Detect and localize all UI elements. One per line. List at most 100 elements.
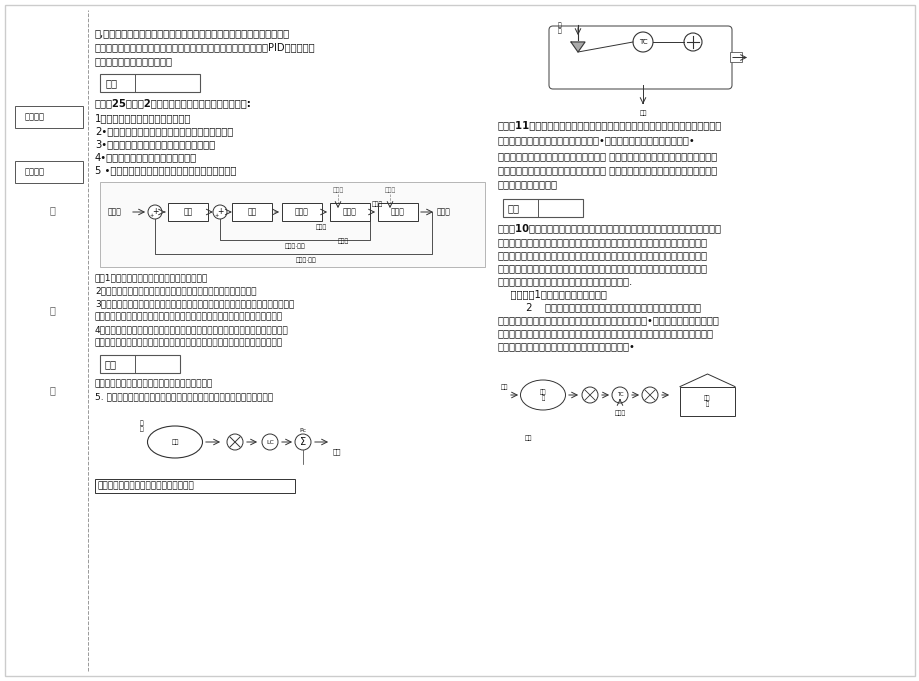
Text: 液流: 液流 (639, 110, 646, 116)
Text: +: + (152, 208, 158, 217)
Text: 送料: 送料 (501, 384, 508, 390)
Text: 混合
槽: 混合 槽 (703, 395, 710, 407)
Text: 副测量·变送: 副测量·变送 (284, 243, 305, 249)
Circle shape (683, 33, 701, 51)
Text: 停留
槽: 停留 槽 (539, 389, 546, 401)
Text: 设定值: 设定值 (108, 208, 121, 217)
Text: 特性，缩短了控制通道，因此控制质量有所提高。: 特性，缩短了控制通道，因此控制质量有所提高。 (95, 379, 213, 388)
Text: 主变量: 主变量 (437, 208, 450, 217)
Text: 得分: 得分 (106, 78, 118, 88)
Circle shape (611, 387, 628, 403)
Text: 送料: 送料 (524, 435, 531, 441)
Text: 改进的方案如右图所示: 改进的方案如右图所示 (497, 179, 558, 189)
Ellipse shape (520, 380, 565, 410)
Bar (232, 203, 272, 221)
Text: 班级学号: 班级学号 (25, 112, 45, 121)
Text: 4、若进入加热炉的进料流量发生变化而影响到炉出口温度变化时，则由主调节器: 4、若进入加热炉的进料流量发生变化而影响到炉出口温度变化时，则由主调节器 (95, 325, 289, 334)
Text: 主控: 主控 (183, 208, 192, 217)
Text: 为副变量，以水位为主变量，蒸汽压力为 前馈信号，组成前馈串级复合控制系统。: 为副变量，以水位为主变量，蒸汽压力为 前馈信号，组成前馈串级复合控制系统。 (497, 165, 716, 175)
Text: 答：1、这是个串级控制系统；系统方块图如下: 答：1、这是个串级控制系统；系统方块图如下 (95, 273, 208, 282)
Circle shape (148, 205, 162, 219)
Text: 副变量: 副变量 (371, 202, 383, 207)
Text: 1这是一个什么系统画出其方框图。: 1这是一个什么系统画出其方框图。 (95, 113, 191, 123)
Text: 3、可能经受的扰动有被加热物料的流量、温度、成分的变化，燃料油的管道压力、: 3、可能经受的扰动有被加热物料的流量、温度、成分的变化，燃料油的管道压力、 (95, 299, 294, 308)
Text: 主干扰: 主干扰 (384, 187, 395, 193)
Text: 统,选择被控量和操纵量，画出其结构原理图，并选择调节器的控制规律。: 统,选择被控量和操纵量，画出其结构原理图，并选择调节器的控制规律。 (95, 28, 289, 38)
Text: 执行器: 执行器 (295, 208, 309, 217)
Text: 的比例，同时在混合过程中不允许药物流量突然发生变化，以免混合过程产生局: 的比例，同时在混合过程中不允许药物流量突然发生变化，以免混合过程产生局 (497, 263, 708, 273)
Text: 主测量·变送: 主测量·变送 (296, 257, 316, 263)
Ellipse shape (147, 426, 202, 458)
Text: 班级学号: 班级学号 (25, 168, 45, 176)
Text: TC: TC (616, 392, 623, 398)
Text: 2、调节阀为气开式，副调节器应为反作用，主调节器也应为反作用: 2、调节阀为气开式，副调节器应为反作用，主调节器也应为反作用 (95, 286, 256, 295)
Text: 该方案是否能够满足控制要求说明理由•如果不能，请设计出改进的方案•: 该方案是否能够满足控制要求说明理由•如果不能，请设计出改进的方案• (497, 135, 695, 145)
Bar (100, 182, 484, 267)
Text: 封: 封 (49, 305, 55, 315)
Text: LC: LC (266, 439, 274, 445)
Text: 2•调节阀的作用形式；主、副调节器的正反作用；: 2•调节阀的作用形式；主、副调节器的正反作用； (95, 126, 233, 136)
Text: 流量、成分的变化及环境温度的变化。主要扰动应该是燃料油管道压力的波动。: 流量、成分的变化及环境温度的变化。主要扰动应该是燃料油管道压力的波动。 (95, 312, 283, 321)
Text: 答：当供水压力波动较大时，由于主要扰: 答：当供水压力波动较大时，由于主要扰 (98, 481, 195, 490)
Text: 动没有能够及时的克服，所以该方案不能 满足控制要求。此时应该选择供水流量作: 动没有能够及时的克服，所以该方案不能 满足控制要求。此时应该选择供水流量作 (497, 151, 716, 161)
FancyBboxPatch shape (549, 26, 732, 89)
Text: 镇定剂、缓冲剂、或加入一定量的酸、碱，使药物呈酸性或碱性。这种注入过程: 镇定剂、缓冲剂、或加入一定量的酸、碱，使药物呈酸性或碱性。这种注入过程 (497, 237, 708, 247)
Text: 首先起控制作用，此时副回路虽不能直接克服扰动，但副回路的存在改善了过程: 首先起控制作用，此时副回路虽不能直接克服扰动，但副回路的存在改善了过程 (95, 338, 283, 347)
Text: 得分: 得分 (105, 359, 117, 369)
Circle shape (582, 387, 597, 403)
Bar (15, 106, 83, 128)
Text: 副对象: 副对象 (343, 208, 357, 217)
Text: 线: 线 (49, 385, 55, 395)
Text: 试分析：1图中停留槽的作用是什么: 试分析：1图中停留槽的作用是什么 (497, 289, 607, 299)
Text: 蒸汽: 蒸汽 (333, 449, 341, 456)
Text: 主回路: 主回路 (337, 238, 348, 244)
Text: 一个是停留槽液位与出口流量的均匀控制系统，是药物流量缓慢变化；另一个是药: 一个是停留槽液位与出口流量的均匀控制系统，是药物流量缓慢变化；另一个是药 (497, 328, 713, 338)
Circle shape (262, 434, 278, 450)
Circle shape (213, 205, 227, 219)
Text: TC: TC (638, 39, 647, 45)
Text: 四、（25分）图2为管式加热炉温度控制系统。试确定:: 四、（25分）图2为管式加热炉温度控制系统。试确定: (95, 98, 252, 108)
Bar (378, 203, 417, 221)
Text: 5 •如果进料流量是注意扰动，上述系统应如何改进: 5 •如果进料流量是注意扰动，上述系统应如何改进 (95, 165, 236, 175)
Circle shape (295, 434, 311, 450)
Text: 添加剂: 添加剂 (614, 410, 626, 415)
Text: 部的化学副反应。为此设计如下图所示的控制系统.: 部的化学副反应。为此设计如下图所示的控制系统. (497, 276, 632, 286)
Text: +: + (214, 213, 218, 218)
Text: 蒸
汽: 蒸 汽 (558, 22, 562, 34)
Text: 一般都在混合槽中进行。工艺要求生产药物与注入剂混合后的含量必须符合规定: 一般都在混合槽中进行。工艺要求生产药物与注入剂混合后的含量必须符合规定 (497, 250, 708, 260)
Text: 调干扰: 调干扰 (332, 187, 344, 193)
Text: Σ: Σ (300, 437, 306, 447)
Text: 六、（10分）在制药工业中，为了增强药效，需要对某种成分的药物注入一定量的: 六、（10分）在制药工业中，为了增强药效，需要对某种成分的药物注入一定量的 (497, 223, 721, 233)
Bar (100, 74, 199, 92)
Bar (503, 199, 583, 217)
Text: 副控: 副控 (247, 208, 256, 217)
Text: 答：被控量为了流体出口温度，操纵量为蒸汽流量，调节器应选择PID调节规律。: 答：被控量为了流体出口温度，操纵量为蒸汽流量，调节器应选择PID调节规律。 (95, 42, 315, 52)
Text: 密: 密 (49, 205, 55, 215)
Bar (282, 203, 322, 221)
Text: 主对象: 主对象 (391, 208, 404, 217)
Bar (168, 203, 208, 221)
Bar (95, 479, 295, 493)
Text: 答：停留槽的作用是稳定药物流量，防止其发生急剧变化•图中共有两个控制系统，: 答：停留槽的作用是稳定药物流量，防止其发生急剧变化•图中共有两个控制系统， (497, 315, 719, 325)
Circle shape (632, 32, 652, 52)
Text: 得分: 得分 (507, 203, 519, 213)
Text: 五、（11分）如图所示为锅炉液位双冲量控制系统。试问：当供水压力波动较大时: 五、（11分）如图所示为锅炉液位双冲量控制系统。试问：当供水压力波动较大时 (497, 120, 721, 130)
Bar (679, 387, 734, 416)
Text: 气
包: 气 包 (140, 420, 143, 432)
Text: 3•分析系统的可能经受的扰动及主要扰动；: 3•分析系统的可能经受的扰动及主要扰动； (95, 139, 215, 149)
Text: 系统结构原理图如下图所示：: 系统结构原理图如下图所示： (95, 56, 173, 66)
Text: Pc: Pc (299, 428, 306, 433)
Text: 5. 此时应该选择炉膛温度作为副变量，组成串级控制系统，如下图所示：: 5. 此时应该选择炉膛温度作为副变量，组成串级控制系统，如下图所示： (95, 392, 273, 401)
Text: 气包: 气包 (171, 439, 178, 445)
Bar (100, 355, 180, 373)
Text: +: + (217, 208, 223, 217)
Text: 2    图中有几个控制系统，分别是什么系统，各系统的作用如何: 2 图中有几个控制系统，分别是什么系统，各系统的作用如何 (497, 302, 700, 312)
Bar (15, 161, 83, 183)
Bar (330, 203, 369, 221)
Text: 物与添加剂的比值控制系统，保持二者的比例关系•: 物与添加剂的比值控制系统，保持二者的比例关系• (497, 341, 635, 351)
Text: 4•简述进料流量增大时的控制过程；: 4•简述进料流量增大时的控制过程； (95, 152, 197, 162)
Text: 副回路: 副回路 (315, 225, 326, 230)
Circle shape (227, 434, 243, 450)
Text: +: + (149, 213, 153, 218)
Bar (729, 52, 742, 61)
